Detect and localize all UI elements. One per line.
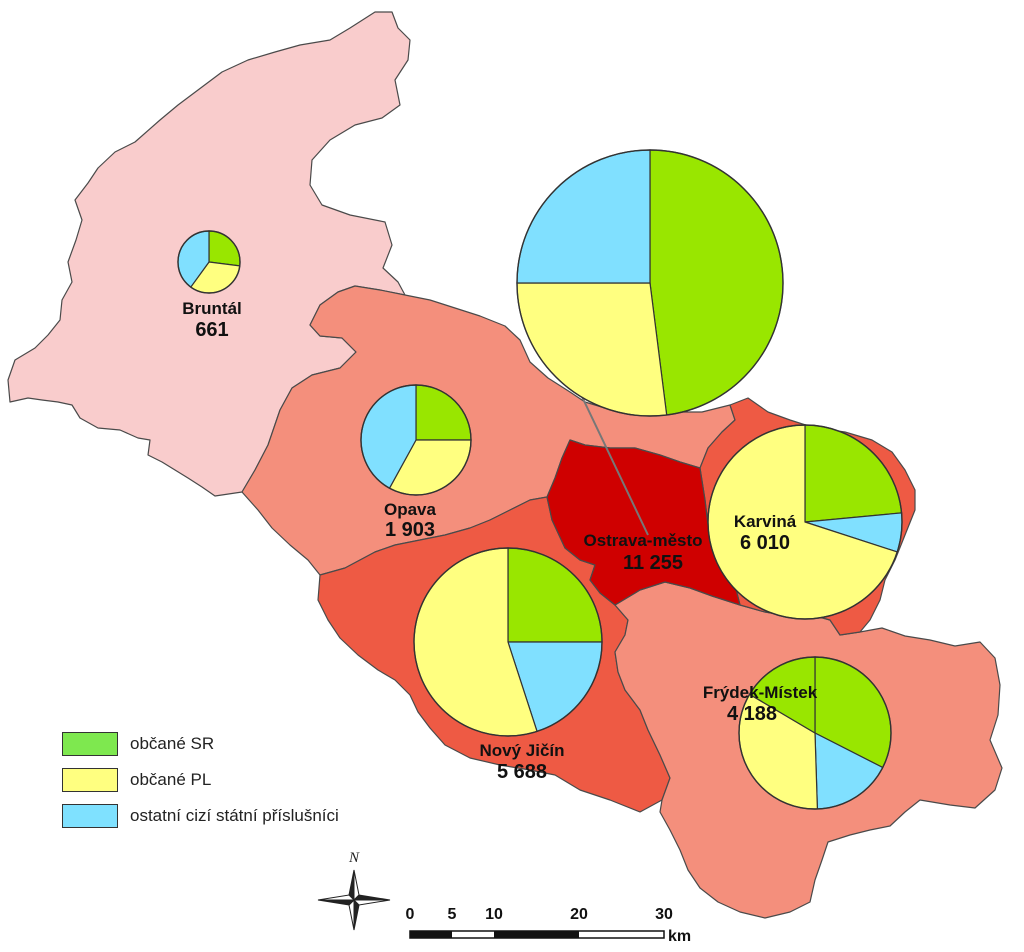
legend-label-pl: občané PL (130, 770, 212, 789)
legend: občané SR občané PL ostatní cizí státní … (62, 726, 339, 834)
pie-frydek-mistek (738, 656, 892, 810)
leader-line (574, 381, 649, 536)
pie-outline (360, 384, 472, 496)
legend-swatch-sr (62, 732, 118, 756)
legend-swatch-other (62, 804, 118, 828)
pie-karvina (707, 424, 903, 620)
pie-outline (177, 230, 241, 294)
scale-tick-30: 30 (655, 906, 673, 923)
label-karvina-value: 6 010 (740, 532, 790, 554)
label-novy-jicin-name: Nový Jičín (479, 741, 564, 760)
scale-tick-0: 0 (406, 906, 415, 923)
label-frydek-mistek-value: 4 188 (727, 703, 777, 725)
pie-outline (738, 656, 892, 810)
label-bruntal-value: 661 (195, 319, 228, 341)
scale-tick-20: 20 (570, 906, 588, 923)
legend-item-pl: občané PL (62, 762, 339, 798)
scale-tick-10: 10 (485, 906, 503, 923)
label-ostrava-mesto-value: 11 255 (623, 552, 683, 574)
label-karvina-name: Karviná (734, 512, 797, 531)
pie-bruntal (177, 230, 241, 294)
north-arrow-icon: N (317, 850, 391, 931)
pie-outline (413, 547, 603, 737)
pie-novy-jicin (413, 547, 603, 737)
pie-slice-2 (516, 149, 651, 284)
pie-outline (707, 424, 903, 620)
pie-opava (360, 384, 472, 496)
legend-label-other: ostatní cizí státní příslušníci (130, 806, 339, 825)
label-opava-value: 1 903 (385, 519, 435, 541)
legend-label-sr: občané SR (130, 734, 215, 753)
label-novy-jicin-value: 5 688 (497, 761, 547, 783)
region-ostrava-mesto (546, 439, 741, 606)
pie-slice-0 (804, 424, 903, 523)
scale-tick-5: 5 (448, 906, 457, 923)
pie-outline (516, 149, 784, 417)
north-label: N (348, 850, 360, 866)
label-bruntal-name: Bruntál (182, 299, 242, 318)
pie-ostrava-mesto (516, 149, 784, 417)
scale-bar: 0 5 10 20 30 km (406, 906, 692, 945)
legend-swatch-pl (62, 768, 118, 792)
label-frydek-mistek-name: Frýdek-Místek (703, 683, 818, 702)
scale-unit: km (668, 928, 691, 945)
legend-item-sr: občané SR (62, 726, 339, 762)
label-ostrava-mesto-name: Ostrava-město (583, 531, 702, 550)
legend-item-other: ostatní cizí státní příslušníci (62, 798, 339, 834)
pie-slice-0 (649, 149, 784, 416)
label-opava-name: Opava (384, 500, 437, 519)
